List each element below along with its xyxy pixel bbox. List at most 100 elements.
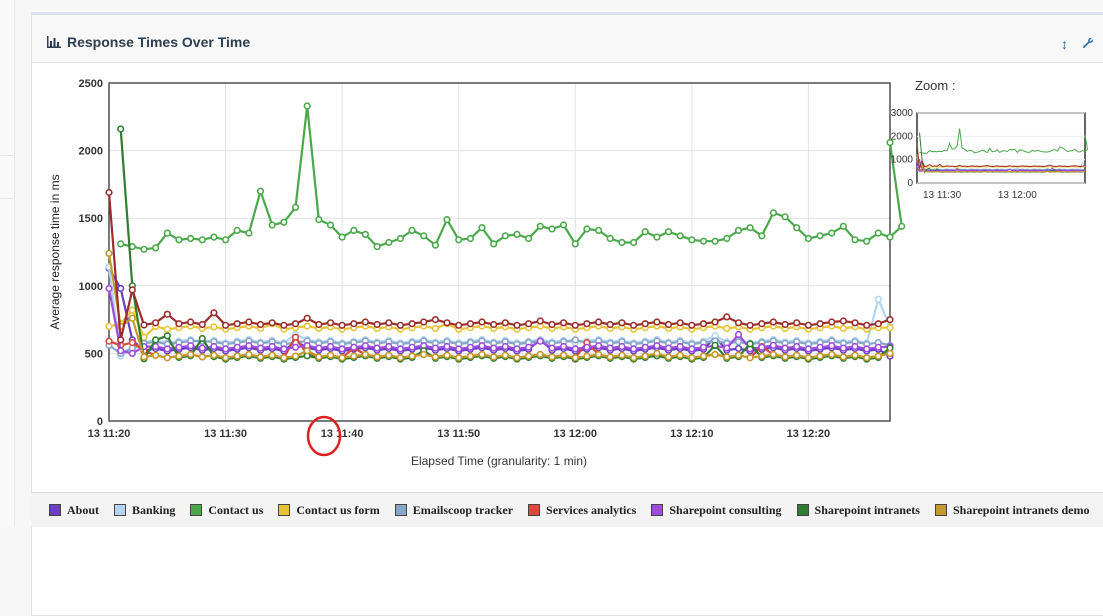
data-point[interactable] — [420, 318, 428, 326]
data-point[interactable] — [210, 342, 218, 351]
data-point[interactable] — [618, 319, 626, 327]
data-point[interactable] — [478, 342, 486, 350]
data-point[interactable] — [408, 352, 416, 360]
data-point[interactable] — [711, 318, 719, 326]
data-point[interactable] — [746, 340, 754, 348]
data-point[interactable] — [606, 320, 614, 329]
data-point[interactable] — [233, 352, 241, 360]
data-point[interactable] — [233, 320, 241, 328]
data-point[interactable] — [874, 295, 882, 303]
data-point[interactable] — [816, 343, 824, 351]
data-point[interactable] — [198, 236, 206, 244]
data-point[interactable] — [198, 334, 206, 343]
data-point[interactable] — [455, 354, 463, 362]
data-point[interactable] — [128, 349, 136, 358]
data-point[interactable] — [851, 319, 859, 327]
data-point[interactable] — [268, 319, 276, 327]
data-point[interactable] — [478, 318, 486, 326]
data-point[interactable] — [688, 345, 696, 353]
data-point[interactable] — [734, 226, 743, 234]
data-point[interactable] — [606, 234, 614, 243]
data-point[interactable] — [187, 318, 195, 326]
data-point[interactable] — [420, 350, 428, 359]
data-point[interactable] — [128, 306, 136, 314]
data-point[interactable] — [245, 229, 253, 237]
data-point[interactable] — [828, 342, 836, 350]
data-point[interactable] — [734, 319, 743, 327]
data-point[interactable] — [699, 352, 708, 360]
data-point[interactable] — [664, 228, 673, 236]
legend-item[interactable]: Sharepoint consulting — [651, 503, 782, 518]
data-point[interactable] — [559, 221, 568, 229]
data-point[interactable] — [886, 324, 894, 332]
legend-item[interactable]: Contact us form — [278, 503, 380, 518]
data-point[interactable] — [431, 344, 440, 352]
data-point[interactable] — [490, 344, 498, 352]
data-point[interactable] — [501, 351, 509, 359]
data-point[interactable] — [443, 351, 451, 359]
data-point[interactable] — [793, 342, 801, 351]
data-point[interactable] — [699, 320, 708, 328]
data-point[interactable] — [641, 320, 649, 328]
data-point[interactable] — [210, 351, 218, 359]
data-point[interactable] — [641, 343, 649, 351]
data-point[interactable] — [781, 320, 789, 329]
data-point[interactable] — [152, 319, 160, 327]
data-point[interactable] — [455, 236, 463, 244]
data-point[interactable] — [629, 354, 638, 362]
data-point[interactable] — [874, 352, 882, 360]
data-point[interactable] — [396, 345, 405, 353]
data-point[interactable] — [233, 226, 241, 234]
data-point[interactable] — [361, 230, 370, 238]
data-point[interactable] — [152, 336, 160, 344]
data-point[interactable] — [501, 342, 509, 351]
data-point[interactable] — [291, 333, 300, 341]
data-point[interactable] — [548, 344, 556, 352]
data-point[interactable] — [163, 332, 171, 340]
data-point[interactable] — [163, 354, 171, 362]
data-point[interactable] — [443, 342, 451, 351]
data-point[interactable] — [629, 321, 638, 329]
data-point[interactable] — [769, 350, 778, 359]
data-point[interactable] — [431, 241, 440, 249]
data-point[interactable] — [128, 339, 136, 347]
data-point[interactable] — [222, 345, 230, 353]
data-point[interactable] — [105, 337, 113, 345]
data-point[interactable] — [140, 245, 148, 253]
data-point[interactable] — [163, 325, 171, 333]
data-point[interactable] — [653, 318, 661, 326]
data-point[interactable] — [839, 344, 848, 352]
data-point[interactable] — [373, 353, 381, 361]
data-point[interactable] — [175, 236, 183, 244]
data-point[interactable] — [198, 344, 206, 352]
data-point[interactable] — [338, 233, 346, 241]
data-point[interactable] — [734, 351, 743, 359]
data-point[interactable] — [676, 351, 684, 359]
data-point[interactable] — [513, 230, 521, 238]
data-point[interactable] — [373, 320, 381, 329]
data-point[interactable] — [641, 352, 649, 360]
data-point[interactable] — [361, 342, 370, 350]
data-point[interactable] — [711, 237, 719, 245]
data-point[interactable] — [851, 236, 859, 244]
data-point[interactable] — [653, 233, 661, 241]
data-point[interactable] — [781, 344, 789, 352]
data-point[interactable] — [443, 216, 451, 224]
data-point[interactable] — [513, 354, 521, 362]
data-point[interactable] — [688, 236, 696, 244]
data-point[interactable] — [583, 352, 591, 360]
legend-item[interactable]: Sharepoint intranets demo — [934, 503, 1089, 518]
data-point[interactable] — [769, 341, 778, 349]
data-point[interactable] — [874, 320, 882, 328]
data-point[interactable] — [256, 344, 265, 352]
data-point[interactable] — [571, 354, 579, 362]
data-point[interactable] — [268, 342, 276, 351]
data-point[interactable] — [303, 347, 311, 355]
data-point[interactable] — [664, 344, 673, 352]
data-point[interactable] — [315, 216, 323, 224]
data-point[interactable] — [524, 320, 533, 328]
data-point[interactable] — [105, 322, 113, 331]
data-point[interactable] — [420, 232, 428, 240]
data-point[interactable] — [408, 226, 416, 234]
data-point[interactable] — [711, 341, 719, 349]
